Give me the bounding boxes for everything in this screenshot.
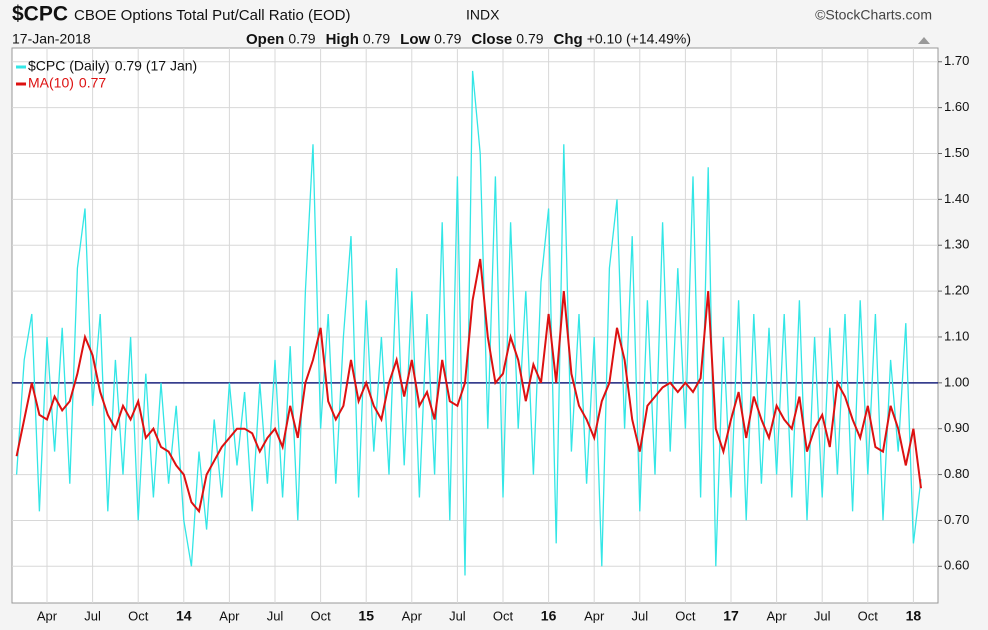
quote-value: +0.10 (+14.49%) bbox=[587, 31, 691, 47]
x-tick-label: Oct bbox=[128, 608, 149, 623]
x-tick-label: Jul bbox=[814, 608, 831, 623]
chart-title: CBOE Options Total Put/Call Ratio (EOD) bbox=[74, 7, 351, 24]
y-tick-label: 0.60 bbox=[944, 558, 969, 573]
quote-label: Low bbox=[400, 31, 430, 48]
plot-area bbox=[11, 47, 939, 604]
series-line bbox=[15, 70, 922, 576]
x-tick-label: 14 bbox=[176, 608, 192, 624]
quote-label: Close bbox=[471, 31, 512, 48]
x-tick-label: Apr bbox=[766, 608, 787, 623]
x-tick-label: Apr bbox=[37, 608, 58, 623]
date: 17-Jan-2018 bbox=[12, 31, 91, 47]
y-tick-label: 0.80 bbox=[944, 466, 969, 481]
quote-label: Chg bbox=[554, 31, 583, 48]
quote-label: High bbox=[326, 31, 359, 48]
y-tick-label: 1.20 bbox=[944, 283, 969, 298]
x-tick-label: Apr bbox=[584, 608, 605, 623]
x-tick-label: Oct bbox=[675, 608, 696, 623]
quote-label: Open bbox=[246, 31, 284, 48]
y-tick-label: 1.70 bbox=[944, 53, 969, 68]
legend-value: 0.77 bbox=[79, 75, 106, 91]
exchange: INDX bbox=[466, 7, 500, 23]
source: ©StockCharts.com bbox=[815, 7, 932, 23]
x-tick-label: Apr bbox=[402, 608, 423, 623]
x-tick-label: 18 bbox=[906, 608, 922, 624]
y-tick-label: 0.70 bbox=[944, 512, 969, 527]
x-tick-label: 15 bbox=[358, 608, 374, 624]
y-tick-label: 1.10 bbox=[944, 328, 969, 343]
quote-value: 0.79 bbox=[363, 31, 390, 47]
change-arrow bbox=[918, 37, 930, 44]
y-tick-label: 1.60 bbox=[944, 99, 969, 114]
x-tick-label: Jul bbox=[449, 608, 466, 623]
quote-value: 0.79 bbox=[288, 31, 315, 47]
x-tick-label: Apr bbox=[219, 608, 240, 623]
x-tick-label: 17 bbox=[723, 608, 739, 624]
x-tick-label: Jul bbox=[631, 608, 648, 623]
legend-label: MA(10) bbox=[28, 75, 74, 91]
y-tick-label: 1.00 bbox=[944, 374, 969, 389]
x-tick-label: Oct bbox=[310, 608, 331, 623]
legend-value: 0.79 (17 Jan) bbox=[115, 58, 198, 74]
y-tick-label: 1.50 bbox=[944, 145, 969, 160]
series-line bbox=[15, 258, 922, 514]
symbol: $CPC bbox=[12, 3, 68, 26]
x-tick-label: 16 bbox=[541, 608, 557, 624]
x-tick-label: Jul bbox=[267, 608, 284, 623]
quote-value: 0.79 bbox=[434, 31, 461, 47]
quote-value: 0.79 bbox=[516, 31, 543, 47]
legend-label: $CPC (Daily) bbox=[28, 58, 110, 74]
y-tick-label: 1.40 bbox=[944, 191, 969, 206]
x-tick-label: Oct bbox=[858, 608, 879, 623]
y-tick-label: 1.30 bbox=[944, 237, 969, 252]
y-tick-label: 0.90 bbox=[944, 420, 969, 435]
x-tick-label: Oct bbox=[493, 608, 514, 623]
x-tick-label: Jul bbox=[84, 608, 101, 623]
